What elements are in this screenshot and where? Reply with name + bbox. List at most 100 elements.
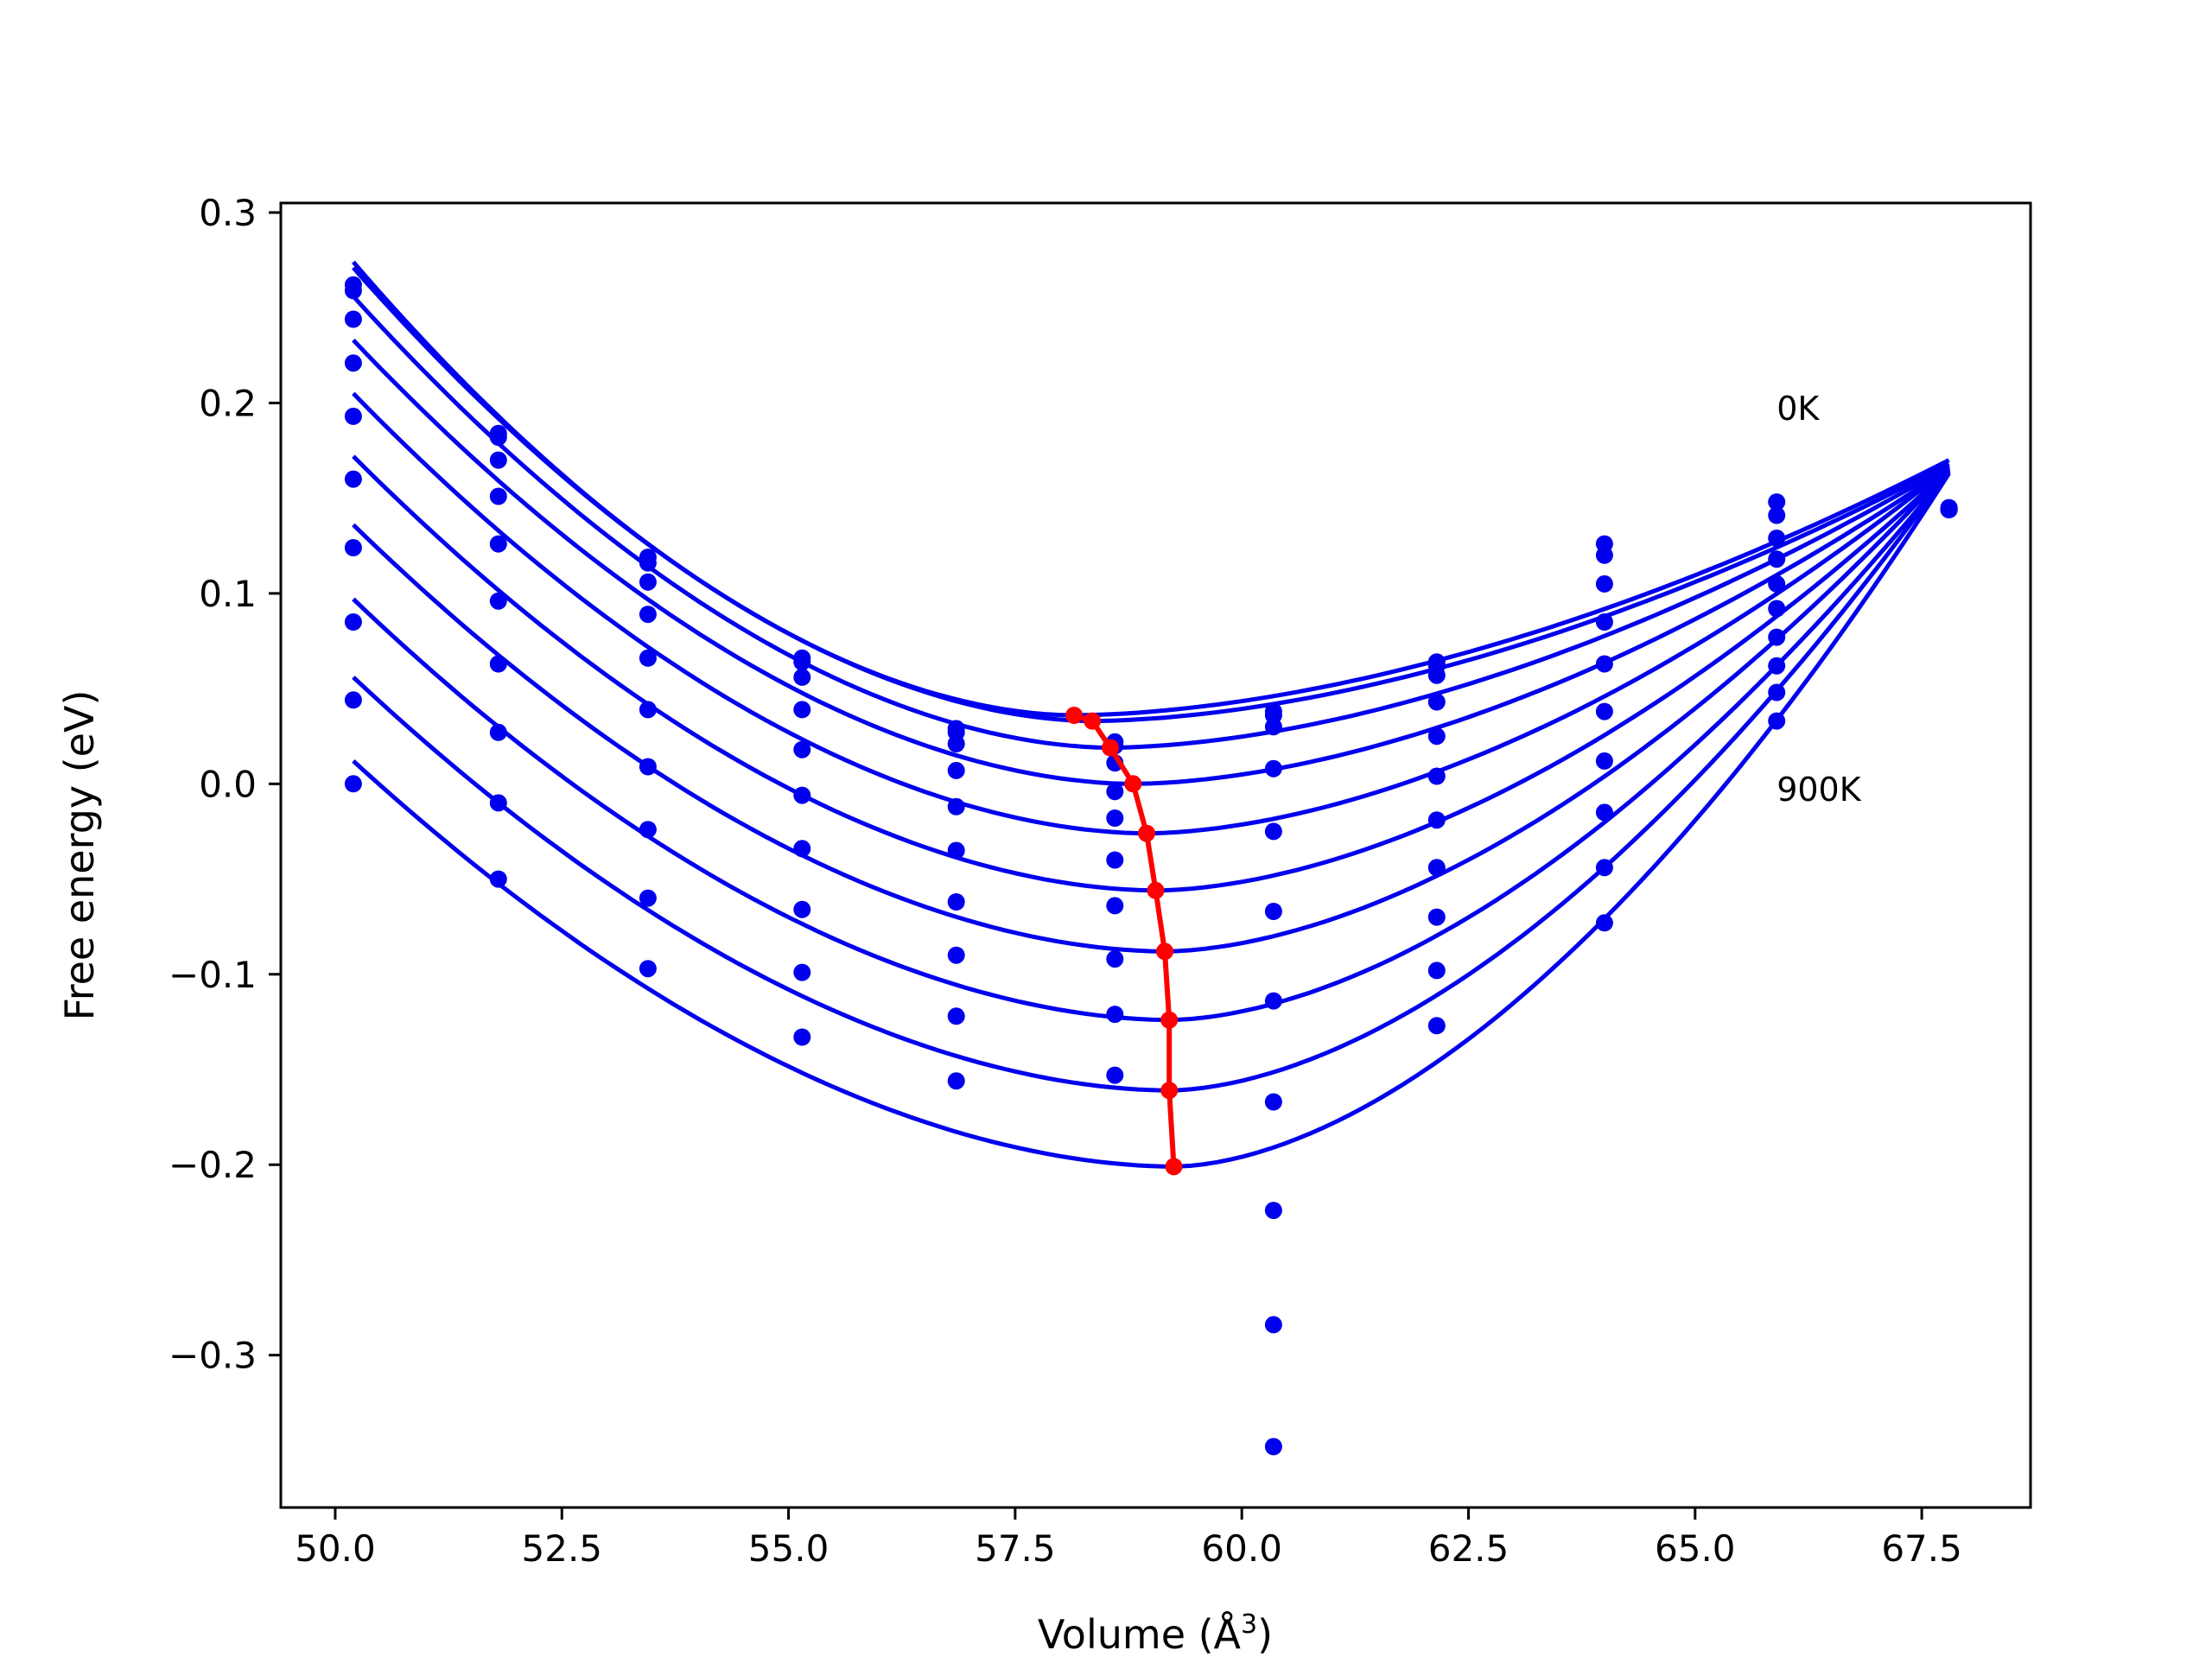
data-point (1595, 702, 1613, 720)
data-point (344, 539, 362, 556)
y-tick-label: 0.2 (199, 382, 257, 424)
x-tick-label: 55.0 (748, 1527, 830, 1570)
data-point (1595, 914, 1613, 932)
data-point (1427, 859, 1446, 877)
data-point (947, 946, 965, 964)
data-point (947, 761, 965, 779)
data-points (344, 276, 1958, 1456)
fit-curve (352, 295, 1950, 751)
data-point (344, 470, 362, 488)
data-point (344, 282, 362, 300)
fit-curve (352, 470, 1951, 1093)
fit-curve (352, 454, 1951, 893)
data-point (1264, 903, 1282, 920)
data-point (1768, 530, 1786, 547)
data-point (639, 960, 657, 978)
data-point (1106, 897, 1124, 915)
y-tick-label: −0.3 (168, 1335, 257, 1377)
data-point (1106, 1006, 1124, 1024)
data-point (344, 775, 362, 793)
data-point (1264, 1202, 1282, 1220)
data-point (1427, 1017, 1446, 1035)
minimum-path-line (1073, 713, 1177, 1167)
data-point (1427, 727, 1446, 746)
data-point (1595, 752, 1613, 770)
data-point (639, 821, 657, 839)
fit-curve (352, 266, 1950, 723)
x-tick-label: 65.0 (1655, 1527, 1736, 1570)
minimum-point (1165, 1158, 1183, 1176)
x-tick-label: 57.5 (975, 1527, 1056, 1570)
data-point (793, 786, 811, 804)
data-point (1427, 962, 1446, 980)
temperature-annotation: 900K (1777, 771, 1862, 809)
minimum-point (1160, 1082, 1179, 1100)
minimum-point (1102, 739, 1119, 757)
data-point (1264, 992, 1282, 1010)
data-point (1427, 908, 1446, 926)
data-point (1106, 950, 1124, 968)
data-point (1264, 1093, 1282, 1111)
data-point (1768, 493, 1786, 511)
data-point (489, 870, 507, 888)
data-point (1768, 506, 1786, 524)
data-point (793, 963, 811, 981)
data-point (793, 701, 811, 719)
data-point (1940, 500, 1958, 518)
data-point (1106, 851, 1124, 869)
fit-curve (352, 260, 1950, 718)
data-point (639, 889, 657, 907)
data-point (489, 592, 507, 610)
minimum-point (1065, 707, 1084, 724)
data-point (947, 797, 965, 816)
x-tick-label: 62.5 (1428, 1527, 1510, 1570)
y-tick-label: 0.1 (199, 573, 257, 615)
temperature-annotation: 0K (1777, 390, 1820, 428)
data-point (1768, 657, 1786, 675)
data-point (793, 900, 811, 918)
data-point (947, 1072, 965, 1090)
plot-frame (279, 201, 2032, 1509)
minimum-point (1084, 712, 1102, 730)
data-point (1427, 767, 1446, 785)
data-point (344, 407, 362, 425)
data-point (947, 841, 965, 860)
fit-curve (352, 338, 1950, 786)
minimum-point (1147, 881, 1165, 899)
x-tick-label: 67.5 (1881, 1527, 1962, 1570)
y-tick-label: 0.3 (199, 192, 257, 234)
data-point (639, 758, 657, 776)
minimum-point (1156, 943, 1173, 961)
data-point (1595, 574, 1613, 593)
x-tick-label: 50.0 (295, 1527, 376, 1570)
y-axis-label: Free energy (eV) (56, 690, 103, 1021)
data-point (1595, 546, 1613, 564)
data-point (1595, 613, 1613, 631)
data-point (793, 668, 811, 686)
x-axis-label: Volume (Å3) (1038, 1609, 1273, 1658)
data-point (1264, 759, 1282, 778)
minimum-point (1124, 775, 1142, 793)
fit-curve (352, 467, 1951, 954)
minimum-path (1065, 707, 1183, 1176)
data-point (489, 451, 507, 469)
data-point (1106, 783, 1124, 801)
data-point (1264, 718, 1282, 736)
data-point (1427, 693, 1446, 711)
fit-curve (352, 470, 1951, 1023)
data-point (1768, 600, 1786, 618)
data-point (639, 573, 657, 591)
data-point (1595, 859, 1613, 877)
data-point (489, 723, 507, 741)
x-axis-ticks: 50.0 52.5 55.0 57.5 60.0 62.5 65.0 67.5 (295, 1507, 1962, 1570)
data-point (639, 606, 657, 624)
data-point (1768, 683, 1786, 701)
data-point (344, 691, 362, 709)
data-point (793, 1028, 811, 1046)
data-point (793, 740, 811, 759)
data-point (1427, 666, 1446, 684)
data-point (1768, 712, 1786, 730)
data-point (1595, 803, 1613, 822)
data-point (489, 794, 507, 812)
